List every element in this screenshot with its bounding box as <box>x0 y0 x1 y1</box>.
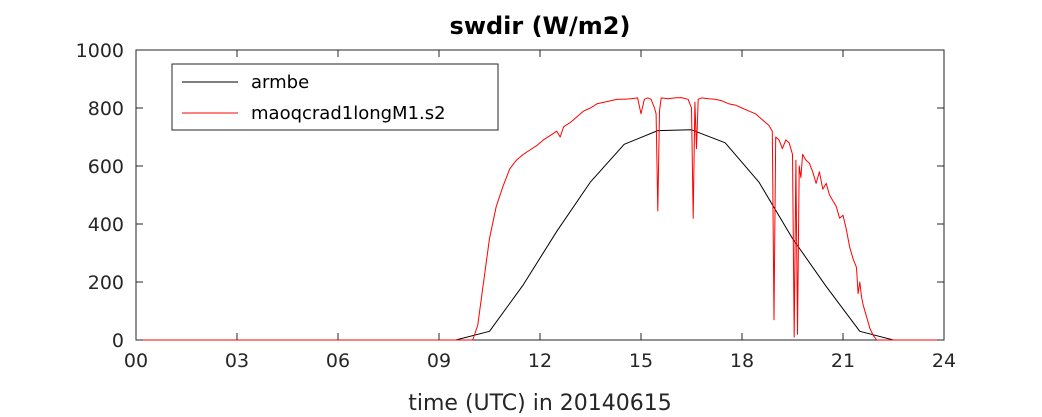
y-tick-label: 600 <box>88 156 124 178</box>
chart-title: swdir (W/m2) <box>450 12 631 40</box>
y-tick-label: 200 <box>88 272 124 294</box>
y-tick-label: 0 <box>112 330 124 352</box>
x-tick-label: 15 <box>629 350 653 372</box>
x-tick-label: 06 <box>326 350 350 372</box>
x-axis-label: time (UTC) in 20140615 <box>408 391 672 416</box>
legend-box <box>171 63 499 131</box>
series-line-armbe <box>136 129 944 341</box>
legend-label-armbe: armbe <box>251 72 309 93</box>
series-line-maoqcrad1longM1 <box>136 97 944 341</box>
y-tick-label: 400 <box>88 214 124 236</box>
tick-layer: 00 03 06 09 12 15 18 21 24 0 200 400 600 800 1000 <box>76 40 956 372</box>
x-tick-label: 12 <box>528 350 552 372</box>
legend-label-maoqcrad1longM1: maoqcrad1longM1.s2 <box>251 103 446 124</box>
x-tick-label: 03 <box>225 350 249 372</box>
series-layer <box>136 97 944 341</box>
legend: armbe maoqcrad1longM1.s2 <box>171 63 499 131</box>
x-tick-label: 18 <box>730 350 754 372</box>
x-tick-label: 09 <box>427 350 451 372</box>
y-tick-label: 1000 <box>76 40 124 62</box>
x-tick-label: 24 <box>932 350 956 372</box>
x-tick-label: 21 <box>831 350 855 372</box>
y-tick-label: 800 <box>88 98 124 120</box>
x-tick-label: 00 <box>124 350 148 372</box>
